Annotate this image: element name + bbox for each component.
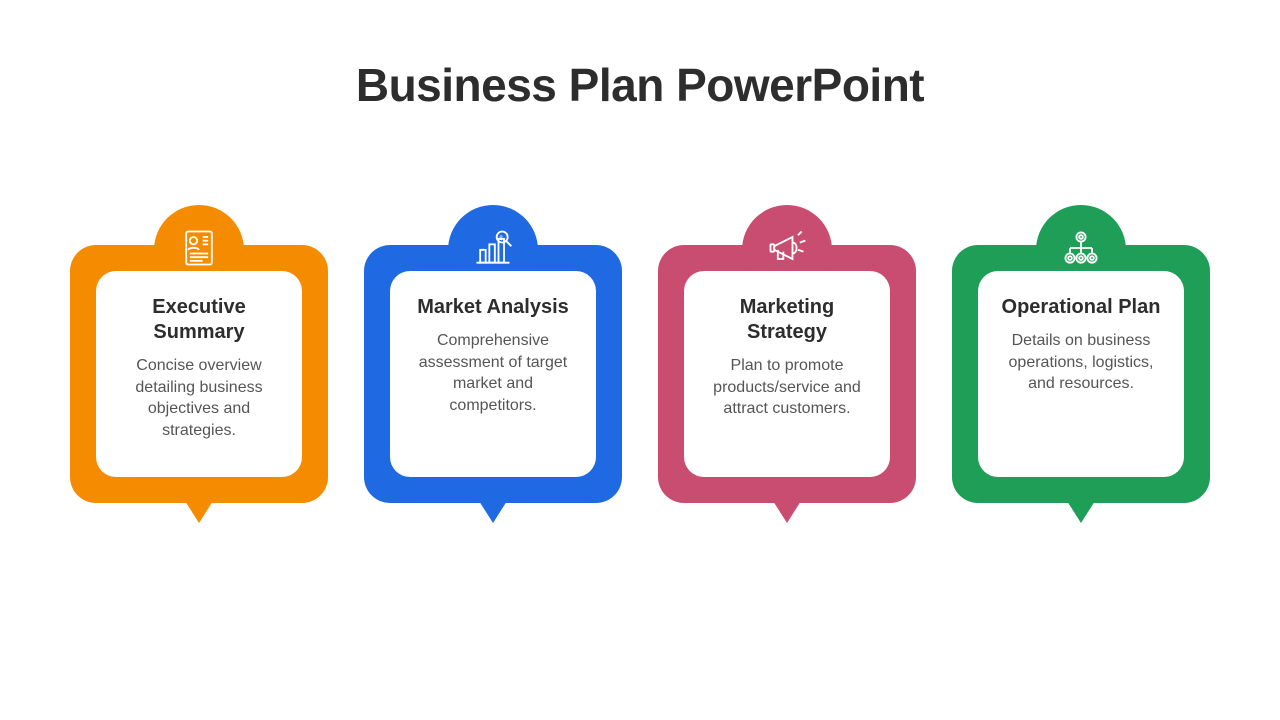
document-profile-icon bbox=[177, 226, 221, 275]
card-inner: Marketing Strategy Plan to promote produ… bbox=[684, 271, 890, 477]
card-pointer bbox=[773, 501, 801, 523]
card-executive-summary: Executive Summary Concise overview detai… bbox=[70, 245, 328, 503]
card-pointer bbox=[185, 501, 213, 523]
cards-row: Executive Summary Concise overview detai… bbox=[0, 245, 1280, 503]
card-marketing-strategy: Marketing Strategy Plan to promote produ… bbox=[658, 245, 916, 503]
card-frame: Operational Plan Details on business ope… bbox=[952, 245, 1210, 503]
card-body: Plan to promote products/service and att… bbox=[702, 355, 872, 420]
card-title: Market Analysis bbox=[417, 295, 569, 320]
slide-title: Business Plan PowerPoint bbox=[0, 58, 1280, 112]
card-pointer bbox=[479, 501, 507, 523]
card-title: Marketing Strategy bbox=[702, 295, 872, 345]
svg-text:$: $ bbox=[499, 234, 503, 241]
card-inner: Market Analysis Comprehensive assessment… bbox=[390, 271, 596, 477]
bar-chart-search-icon: $ bbox=[471, 226, 515, 275]
card-title: Operational Plan bbox=[1002, 295, 1161, 320]
slide: Business Plan PowerPoint bbox=[0, 0, 1280, 720]
card-market-analysis: $ Market Analysis Comprehensive assessme… bbox=[364, 245, 622, 503]
card-body: Comprehensive assessment of target marke… bbox=[408, 330, 578, 416]
card-frame: Executive Summary Concise overview detai… bbox=[70, 245, 328, 503]
card-title: Executive Summary bbox=[114, 295, 284, 345]
card-frame: $ Market Analysis Comprehensive assessme… bbox=[364, 245, 622, 503]
card-body: Details on business operations, logistic… bbox=[996, 330, 1166, 395]
card-operational-plan: Operational Plan Details on business ope… bbox=[952, 245, 1210, 503]
gears-hierarchy-icon bbox=[1059, 226, 1103, 275]
card-body: Concise overview detailing business obje… bbox=[114, 355, 284, 441]
card-frame: Marketing Strategy Plan to promote produ… bbox=[658, 245, 916, 503]
megaphone-icon bbox=[765, 226, 809, 275]
card-pointer bbox=[1067, 501, 1095, 523]
card-inner: Operational Plan Details on business ope… bbox=[978, 271, 1184, 477]
card-inner: Executive Summary Concise overview detai… bbox=[96, 271, 302, 477]
